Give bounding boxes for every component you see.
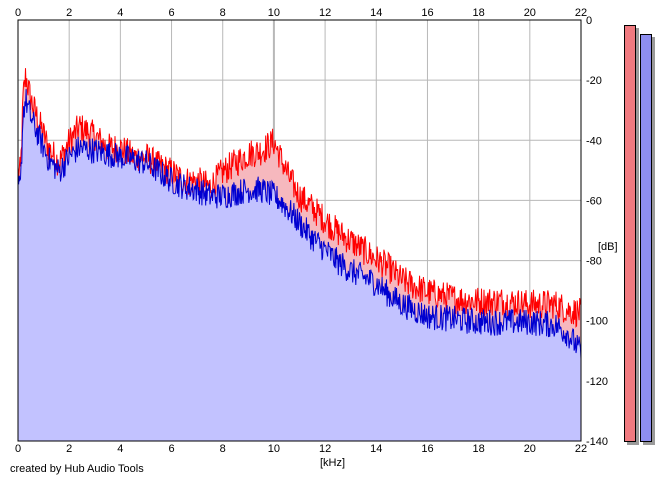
- x-tick-label-bottom: 2: [66, 443, 72, 455]
- y-tick-label: 0: [586, 15, 592, 27]
- x-tick-label-top: 6: [168, 7, 174, 19]
- x-tick-label-bottom: 10: [268, 443, 280, 455]
- level-meter-right: [640, 34, 652, 442]
- y-tick-label: -20: [586, 75, 602, 87]
- x-tick-label-bottom: 8: [220, 443, 226, 455]
- x-tick-label-top: 4: [117, 7, 123, 19]
- plot-frame: [17, 19, 582, 442]
- level-meter-left: [624, 25, 636, 442]
- series-fill-right: [18, 89, 581, 441]
- y-tick-label: -40: [586, 135, 602, 147]
- x-tick-label-bottom: 4: [117, 443, 123, 455]
- y-tick-label: -60: [586, 195, 602, 207]
- credit-text: created by Hub Audio Tools: [10, 463, 144, 475]
- x-tick-label-top: 10: [268, 7, 280, 19]
- x-tick-label-top: 0: [15, 7, 21, 19]
- x-tick-label-bottom: 6: [168, 443, 174, 455]
- y-tick-label: -100: [586, 316, 608, 328]
- x-axis-unit: [kHz]: [320, 457, 346, 469]
- x-tick-label-bottom: 18: [473, 443, 485, 455]
- x-tick-label-bottom: 22: [575, 443, 587, 455]
- x-tick-label-top: 12: [319, 7, 331, 19]
- y-tick-label: -140: [586, 436, 608, 448]
- x-tick-label-bottom: 14: [370, 443, 382, 455]
- y-tick-label: -120: [586, 376, 608, 388]
- series-line-right: [17, 89, 582, 359]
- x-tick-label-bottom: 20: [524, 443, 536, 455]
- x-tick-label-top: 14: [370, 7, 382, 19]
- x-tick-label-top: 2: [66, 7, 72, 19]
- tick-labels: 002244668810101212141416161818202022220-…: [15, 7, 608, 455]
- y-axis-unit: [dB]: [598, 241, 618, 253]
- x-tick-label-bottom: 16: [421, 443, 433, 455]
- y-tick-label: -80: [586, 256, 602, 268]
- x-tick-label-top: 16: [421, 7, 433, 19]
- series-line-left: [17, 68, 582, 328]
- x-tick-label-top: 8: [220, 7, 226, 19]
- x-tick-label-top: 18: [473, 7, 485, 19]
- x-tick-label-top: 20: [524, 7, 536, 19]
- series-layer: [17, 68, 582, 441]
- x-tick-label-bottom: 12: [319, 443, 331, 455]
- x-tick-label-bottom: 0: [15, 443, 21, 455]
- x-tick-label-top: 22: [575, 7, 587, 19]
